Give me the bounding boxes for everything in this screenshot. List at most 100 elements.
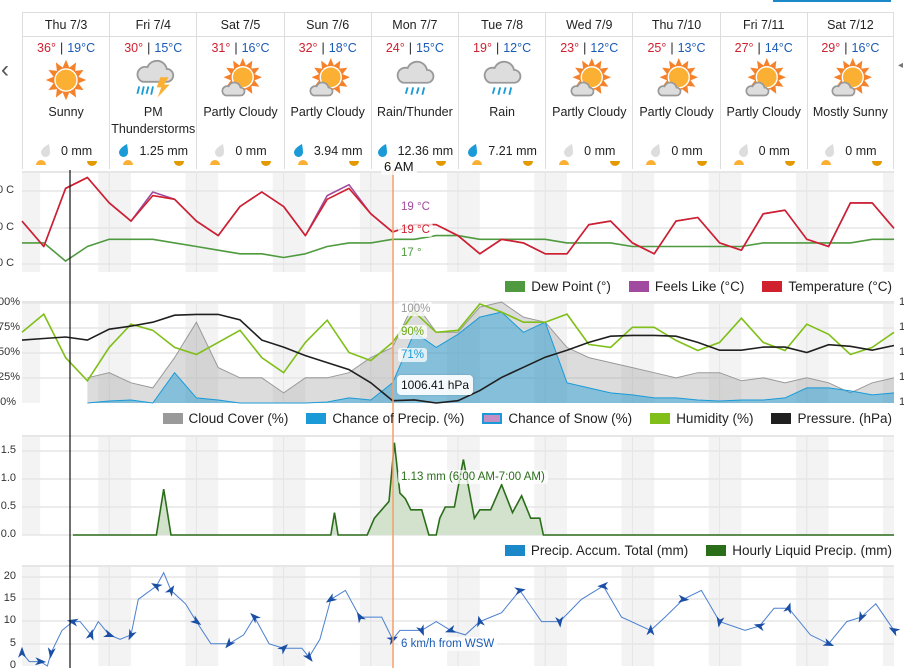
raindrop-icon — [563, 144, 574, 157]
previous-days-button[interactable]: ‹ — [1, 56, 9, 83]
top-accent-bar — [773, 0, 891, 2]
day-column[interactable]: Fri 7/11 27° | 14°C Partly Cloudy 0 mm — [719, 12, 807, 169]
legend-label: Feels Like (°C) — [654, 279, 745, 294]
daily-precip: 0 mm — [546, 144, 632, 159]
rain-weather-icon — [392, 57, 438, 103]
next-days-button[interactable]: ◂ — [898, 60, 904, 71]
legend-item[interactable]: Pressure. (hPa) — [771, 411, 892, 426]
legend-item[interactable]: Chance of Precip. (%) — [306, 411, 464, 426]
daily-precip: 0 mm — [721, 144, 807, 159]
precip-amount: 3.94 mm — [313, 144, 363, 158]
high-temp: 19° — [473, 41, 492, 55]
day-column[interactable]: Fri 7/4 30° | 15°C PM Thunderstorms 1.25 mm — [109, 12, 197, 169]
night-band — [447, 172, 480, 272]
high-temp: 30° — [124, 41, 144, 55]
legend-label: Dew Point (°) — [531, 279, 611, 294]
wind-direction-arrow — [888, 627, 901, 637]
sunset-icon — [697, 161, 708, 166]
day-column[interactable]: Thu 7/10 25° | 13°C Partly Cloudy 0 mm — [632, 12, 720, 169]
daily-precip: 7.21 mm — [459, 144, 545, 159]
sunset-icon — [871, 161, 882, 166]
legend-item[interactable]: Precip. Accum. Total (mm) — [504, 543, 688, 558]
temp-separator: | — [495, 41, 500, 55]
night-band — [621, 436, 655, 535]
legend-item[interactable]: Feels Like (°C) — [628, 279, 745, 294]
sunset-icon — [261, 161, 272, 166]
partly-cloudy-weather-icon — [566, 57, 612, 103]
day-date: Fri 7/11 — [720, 13, 807, 37]
legend-item[interactable]: Temperature (°C) — [762, 279, 892, 294]
temp-separator: | — [670, 41, 674, 55]
day-column[interactable]: Sat 7/12 29° | 16°C Mostly Sunny 0 mm — [806, 12, 894, 169]
sunset-icon — [348, 161, 359, 166]
precip-amount: 0 mm — [671, 144, 703, 158]
day-date: Tue 7/8 — [459, 13, 546, 37]
legend-item[interactable]: Hourly Liquid Precip. (mm) — [706, 543, 892, 558]
legend-item[interactable]: Cloud Cover (%) — [162, 411, 288, 426]
y-axis-tick-label: 00% — [0, 296, 21, 308]
y-axis-tick-label: 1.0 — [0, 472, 16, 484]
sunrise-icon — [733, 160, 744, 165]
day-temps: 30° | 15°C — [110, 41, 196, 56]
y-axis-tick-label: 0.5 — [0, 500, 16, 512]
y-axis-tick-label: 1 — [899, 296, 904, 308]
day-date: Mon 7/7 — [371, 13, 458, 37]
raindrop-icon — [118, 144, 129, 157]
sunset-icon — [435, 161, 446, 166]
wind-direction-arrow — [597, 581, 609, 590]
legend-label: Pressure. (hPa) — [797, 411, 892, 426]
pressure-tooltip: 1006.41 hPa — [397, 375, 474, 395]
wind-direction-arrow — [677, 594, 690, 603]
chart-background-4 — [22, 565, 894, 666]
legend-swatch — [306, 413, 327, 424]
night-band — [22, 436, 41, 535]
high-temp: 23° — [560, 41, 580, 55]
wind-direction-arrow — [103, 629, 115, 637]
low-temp: 12°C — [590, 41, 619, 55]
legend-item[interactable]: Humidity (%) — [650, 411, 753, 426]
legend-swatch — [706, 545, 727, 556]
wind-direction-arrow — [151, 583, 163, 592]
day-date: Thu 7/10 — [633, 13, 720, 37]
rain-weather-icon — [479, 57, 525, 103]
night-band — [22, 172, 41, 272]
daily-precip: 0 mm — [23, 144, 109, 159]
high-temp: 29° — [821, 41, 841, 55]
y-axis-tick-label: 1 — [899, 396, 904, 408]
condition-text: Partly Cloudy — [290, 105, 365, 119]
raindrop-icon — [377, 144, 388, 157]
condition-text: Mostly Sunny — [812, 105, 888, 119]
day-temps: 27° | 14°C — [721, 41, 807, 56]
day-column[interactable]: Mon 7/7 24° | 15°C Rain/Thunder 12.36 mm — [370, 12, 458, 169]
wind-direction-arrow — [555, 616, 564, 628]
night-band — [185, 566, 219, 666]
condition-text: Rain — [489, 105, 515, 119]
day-column[interactable]: Wed 7/9 23° | 12°C Partly Cloudy 0 mm — [545, 12, 633, 169]
legend-item[interactable]: Chance of Snow (%) — [482, 411, 632, 426]
low-temp: 16°C — [851, 41, 880, 55]
day-column[interactable]: Sat 7/5 31° | 16°C Partly Cloudy 0 mm — [196, 12, 284, 169]
precip-chance-line — [87, 311, 895, 404]
day-temps: 25° | 13°C — [633, 41, 719, 56]
hover-time-label: 6 AM — [381, 158, 417, 175]
precip-chance-tooltip: 71% — [398, 348, 428, 362]
y-axis-tick-label: 5 — [9, 637, 16, 649]
sunrise-icon — [559, 160, 570, 165]
day-column[interactable]: Sun 7/6 32° | 18°C Partly Cloudy 3.94 mm — [283, 12, 371, 169]
night-band — [185, 436, 219, 535]
daily-precip: 0 mm — [633, 144, 719, 159]
day-temps: 32° | 18°C — [285, 41, 371, 56]
day-column[interactable]: Tue 7/8 19° | 12°C Rain 7.21 mm — [458, 12, 546, 169]
low-temp: 12°C — [503, 41, 532, 55]
chart-background-3 — [22, 435, 894, 535]
feels-like-tooltip: 19 °C — [398, 200, 433, 214]
temperature-tooltip: 19 °C — [398, 223, 433, 237]
wind-direction-arrow — [716, 615, 725, 628]
sunrise-icon — [646, 160, 657, 165]
temp-separator: | — [408, 41, 412, 55]
night-band — [795, 172, 829, 272]
day-column[interactable]: Thu 7/3 36° | 19°C Sunny 0 mm — [22, 12, 110, 169]
legend-item[interactable]: Dew Point (°) — [505, 279, 611, 294]
